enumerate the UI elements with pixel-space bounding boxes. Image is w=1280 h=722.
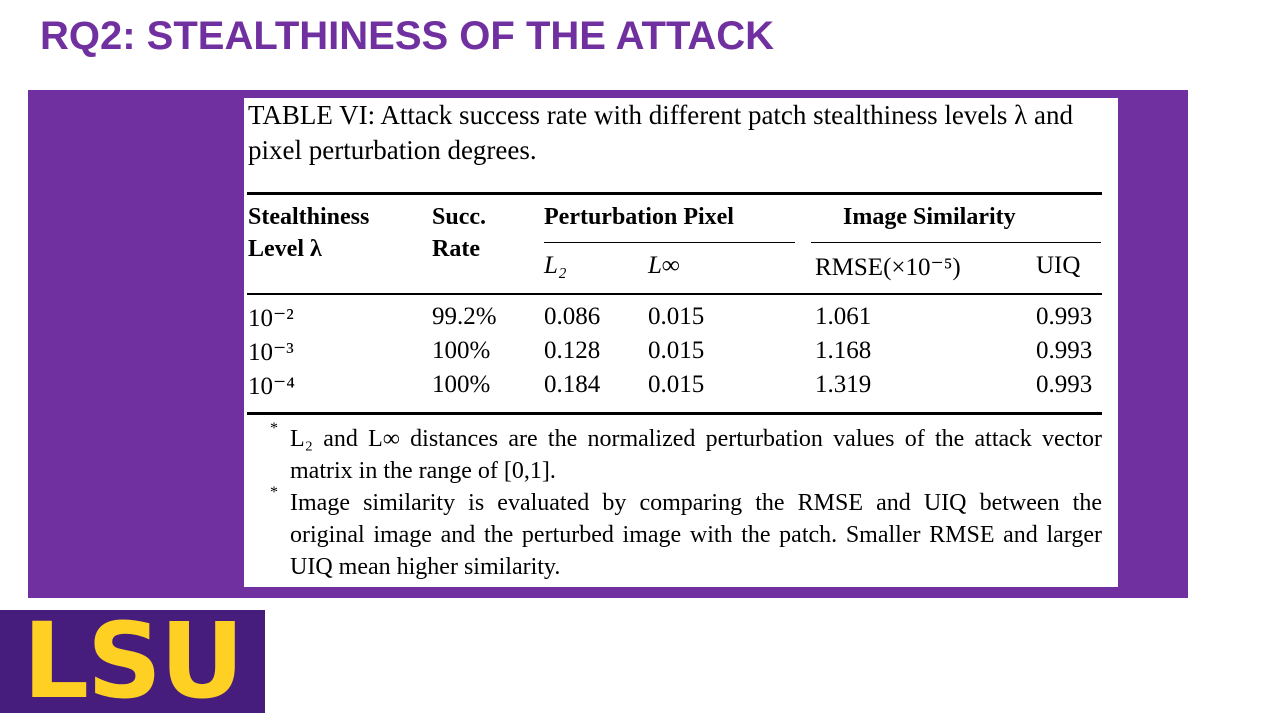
table-cell: 0.015 [648,371,705,398]
table-panel: TABLE VI: Attack success rate with diffe… [244,98,1118,587]
table-cell: 0.993 [1036,337,1093,364]
col-header: Succ. Rate [432,204,486,262]
table-cell: 0.086 [544,303,601,330]
sub-header: RMSE(×10⁻⁵) [815,254,961,281]
group-rule [544,242,795,243]
footnote: Image similarity is evaluated by compari… [290,490,1102,580]
top-rule [247,192,1102,195]
table-cell: 1.168 [815,337,872,364]
table-cell: 100% [432,337,491,364]
group-header: Perturbation Pixel [544,204,734,230]
table-cell: 1.061 [815,303,872,330]
table-cell: 10⁻³ [248,339,294,366]
table-cell: 0.015 [648,337,705,364]
table-cell: 0.015 [648,303,705,330]
table-cell: 10⁻⁴ [248,373,295,400]
col-header: Stealthiness Level λ [248,204,370,262]
table-cell: 0.184 [544,371,601,398]
sub-header: L₂ [544,252,567,279]
table-cell: 10⁻² [248,305,294,332]
group-rule [811,242,1101,243]
mid-rule [247,293,1102,295]
footnote-marker: * [270,420,278,437]
group-header: Image Similarity [843,204,1016,230]
sub-header: L∞ [648,252,680,279]
table-cell: 1.319 [815,371,872,398]
table-caption: TABLE VI: Attack success rate with diffe… [248,100,1073,165]
bottom-rule [247,412,1102,415]
table-cell: 99.2% [432,303,497,330]
footnote-marker: * [270,484,278,501]
table-cell: 0.128 [544,337,601,364]
footnote: L₂ and L∞ distances are the normalized p… [290,426,1102,484]
table-cell: 0.993 [1036,371,1093,398]
lsu-logo: LSU [0,609,265,713]
table-cell: 100% [432,371,491,398]
slide-title: RQ2: STEALTHINESS OF THE ATTACK [40,14,775,58]
table-cell: 0.993 [1036,303,1093,330]
sub-header: UIQ [1036,252,1081,279]
